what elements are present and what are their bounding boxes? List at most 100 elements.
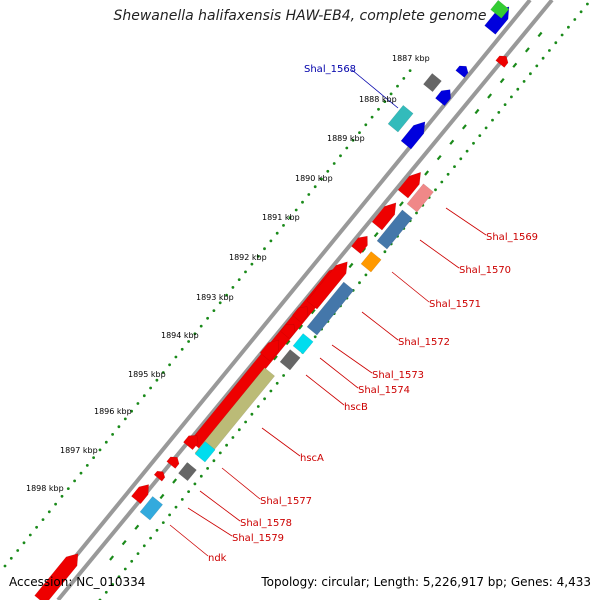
leader-line — [187, 507, 233, 537]
dash-tick — [159, 493, 165, 500]
outer-dot — [307, 193, 311, 196]
inner-dot — [263, 397, 266, 401]
outer-dot — [187, 340, 191, 343]
inner-dot — [579, 10, 583, 14]
inner-dot — [168, 513, 172, 517]
inner-dot — [453, 165, 456, 169]
inner-dot — [206, 467, 210, 470]
inner-dot — [516, 87, 520, 91]
outer-dot — [47, 510, 51, 514]
outer-dot — [383, 100, 387, 103]
topology-text: Topology: circular; Length: 5,226,917 bp… — [261, 575, 591, 589]
kbp-label-1894: 1894 kbp — [161, 331, 199, 340]
gene-blue-small — [455, 65, 469, 78]
inner-dot — [244, 420, 248, 424]
outer-dot — [288, 216, 292, 220]
gene-label-shal-1568[interactable]: Shal_1568 — [304, 64, 356, 75]
kbp-label-1895: 1895 kbp — [128, 370, 166, 379]
inner-dot — [491, 118, 494, 122]
inner-dot — [136, 552, 140, 555]
gene-red — [280, 323, 296, 340]
inner-dot — [472, 141, 475, 145]
gene-hscb — [279, 349, 301, 371]
dash-tick — [398, 201, 404, 207]
dash-tick — [373, 232, 379, 238]
gene-label-shal-1572[interactable]: Shal_1572 — [398, 337, 450, 348]
outer-dot — [212, 309, 216, 312]
gene-label-shal-1570[interactable]: Shal_1570 — [459, 265, 511, 276]
leader-line — [361, 311, 399, 341]
outer-dot — [275, 231, 279, 235]
gene-features — [34, 0, 510, 605]
inner-dot — [465, 149, 469, 153]
outer-dot — [294, 208, 298, 212]
inner-dot — [541, 56, 545, 60]
outer-dot — [73, 479, 76, 483]
inner-dot — [123, 567, 127, 571]
outer-dot — [364, 123, 368, 127]
inner-dot — [142, 544, 146, 548]
inner-dot — [459, 157, 463, 161]
gene-label-ndk[interactable]: ndk — [208, 553, 227, 564]
outer-dot — [339, 154, 342, 158]
outer-dot — [332, 162, 336, 165]
leader-line — [319, 357, 359, 389]
dash-tick — [348, 262, 354, 269]
inner-dot — [174, 505, 178, 509]
outer-dot — [168, 363, 172, 367]
outer-dot — [389, 92, 393, 96]
outer-dot — [79, 471, 83, 475]
inner-dot — [535, 64, 539, 68]
inner-dot — [111, 583, 115, 586]
inner-dot — [117, 575, 121, 579]
dash-tick — [298, 324, 304, 330]
gene-label-hsca[interactable]: hscA — [300, 453, 324, 464]
dash-tick — [524, 47, 530, 53]
outer-dot — [396, 84, 399, 88]
outer-dot — [244, 270, 247, 274]
gene-label-shal-1571[interactable]: Shal_1571 — [429, 299, 481, 310]
outer-dot — [269, 239, 273, 243]
gene-red — [259, 339, 280, 362]
kbp-label-1898: 1898 kbp — [26, 484, 64, 493]
outer-dot — [408, 69, 412, 72]
dash-tick — [285, 339, 291, 346]
outer-dot — [218, 301, 222, 305]
inner-dot — [313, 335, 317, 339]
gene-label-shal-1577[interactable]: Shal_1577 — [260, 496, 312, 507]
outer-dot — [370, 115, 374, 119]
gene-label-hscb[interactable]: hscB — [344, 402, 368, 413]
gene-label-shal-1578[interactable]: Shal_1578 — [240, 518, 292, 529]
inner-dot — [478, 134, 482, 138]
gene-shal-1570 — [376, 209, 413, 250]
map-title: Shewanella halifaxensis HAW-EB4, complet… — [113, 8, 487, 24]
outer-dot — [28, 533, 32, 537]
inner-dot — [446, 172, 450, 176]
inner-dot — [497, 111, 501, 114]
gene-label-shal-1569[interactable]: Shal_1569 — [486, 232, 538, 243]
outer-dot — [351, 138, 355, 142]
gene-label-shal-1573[interactable]: Shal_1573 — [372, 370, 424, 381]
kbp-label-1888: 1888 kbp — [359, 95, 397, 104]
inner-dot — [573, 18, 577, 21]
outer-dot — [225, 293, 229, 297]
inner-dot — [484, 126, 488, 130]
gene-gray — [423, 73, 442, 93]
outer-dot — [402, 77, 406, 80]
gene-red — [371, 202, 397, 231]
gene-label-shal-1579[interactable]: Shal_1579 — [232, 533, 284, 544]
inner-dot — [199, 474, 203, 478]
gene-label-shal-1574[interactable]: Shal_1574 — [358, 385, 410, 396]
inner-dot — [503, 103, 507, 106]
gene-red-tiny — [166, 456, 180, 469]
outer-dot — [85, 464, 89, 467]
outer-dot — [313, 185, 317, 189]
inner-dot — [358, 281, 361, 285]
inner-dot — [586, 2, 589, 6]
outer-dot — [180, 347, 184, 351]
outer-dot — [92, 456, 95, 459]
inner-dot — [510, 95, 513, 99]
inner-dot — [218, 451, 222, 455]
outer-dot — [54, 502, 57, 506]
